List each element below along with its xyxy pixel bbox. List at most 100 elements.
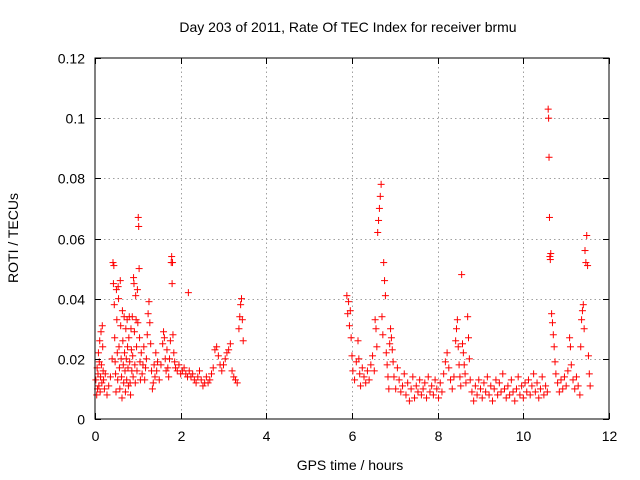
data-point	[488, 397, 496, 405]
data-point	[386, 340, 394, 348]
data-point	[464, 313, 472, 321]
data-point	[119, 361, 127, 369]
data-point	[571, 385, 579, 393]
data-point	[112, 388, 120, 396]
data-point	[459, 340, 467, 348]
data-point	[153, 367, 161, 375]
data-point	[423, 394, 431, 402]
data-point	[204, 379, 212, 387]
data-point	[137, 349, 145, 357]
data-point	[169, 331, 177, 339]
data-point	[428, 382, 436, 390]
data-point	[121, 367, 129, 375]
data-point	[492, 376, 500, 384]
data-point	[514, 373, 522, 381]
data-point	[584, 352, 592, 360]
data-point	[100, 385, 108, 393]
data-point	[585, 370, 593, 378]
data-point	[367, 361, 375, 369]
data-point	[438, 388, 446, 396]
data-point	[130, 328, 138, 336]
data-point	[124, 382, 132, 390]
data-point	[163, 346, 171, 354]
data-point	[416, 376, 424, 384]
data-point	[531, 388, 539, 396]
data-point	[454, 343, 462, 351]
data-point	[435, 394, 443, 402]
data-point	[580, 325, 588, 333]
data-point	[164, 364, 172, 372]
data-point	[185, 367, 193, 375]
data-point	[166, 355, 174, 363]
data-point	[393, 364, 401, 372]
data-point	[220, 361, 227, 369]
data-point	[426, 388, 434, 396]
data-point	[231, 376, 239, 384]
data-point	[345, 298, 353, 306]
x-axis-label: GPS time / hours	[297, 457, 404, 473]
data-point	[349, 367, 357, 375]
data-point	[131, 379, 139, 387]
data-point	[509, 388, 517, 396]
data-point	[545, 213, 553, 221]
data-point	[465, 334, 473, 342]
data-point	[511, 397, 519, 405]
data-point	[351, 376, 359, 384]
data-point	[145, 298, 153, 306]
data-point	[412, 382, 420, 390]
data-point	[578, 307, 586, 315]
data-point	[356, 370, 364, 378]
data-point	[400, 370, 408, 378]
data-point	[569, 376, 577, 384]
data-point	[105, 382, 113, 390]
data-point	[134, 213, 142, 221]
data-point	[471, 382, 479, 390]
data-point	[94, 349, 102, 357]
data-point	[497, 388, 505, 396]
data-point	[192, 379, 200, 387]
data-point	[133, 286, 141, 294]
data-point	[443, 349, 451, 357]
data-point	[409, 373, 417, 381]
data-point	[475, 376, 483, 384]
data-point	[533, 379, 541, 387]
data-point	[106, 373, 114, 381]
data-point	[516, 391, 524, 399]
data-point	[540, 391, 548, 399]
data-point	[180, 364, 188, 372]
data-point	[500, 385, 508, 393]
data-point	[551, 358, 559, 366]
data-point	[530, 370, 538, 378]
data-point	[448, 385, 456, 393]
data-point	[136, 358, 144, 366]
data-point	[546, 256, 554, 264]
data-point	[374, 228, 382, 236]
data-point	[495, 379, 503, 387]
data-point	[564, 367, 572, 375]
data-point	[385, 385, 393, 393]
data-point	[171, 358, 179, 366]
data-point	[555, 388, 563, 396]
data-point	[387, 334, 395, 342]
data-point	[478, 394, 486, 402]
data-point	[150, 361, 158, 369]
data-point	[453, 316, 461, 324]
data-point	[379, 331, 387, 339]
data-point	[138, 370, 146, 378]
grid-lines	[95, 58, 609, 419]
data-point	[178, 367, 186, 375]
data-point	[116, 385, 124, 393]
data-point	[135, 265, 143, 273]
data-point	[98, 379, 106, 387]
data-point	[100, 376, 108, 384]
data-point	[101, 370, 109, 378]
data-point	[133, 367, 141, 375]
data-point	[536, 385, 544, 393]
data-point	[96, 337, 104, 345]
data-point	[99, 343, 107, 351]
y-tick-label: 0.04	[58, 292, 85, 308]
data-point	[371, 316, 379, 324]
data-point	[583, 231, 591, 239]
data-point	[119, 337, 127, 345]
data-point	[566, 343, 574, 351]
